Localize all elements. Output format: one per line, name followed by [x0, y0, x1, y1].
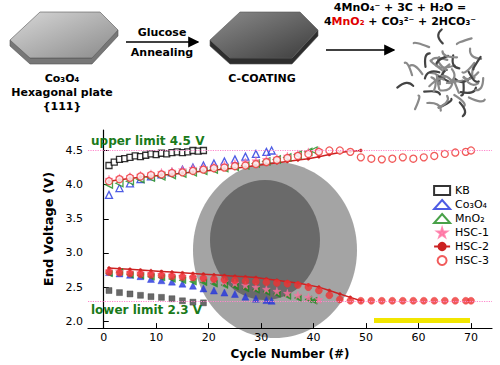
svg-text:40: 40	[307, 331, 321, 344]
svg-text:End Voltage (V): End Voltage (V)	[41, 172, 56, 286]
svg-text:20: 20	[202, 331, 216, 344]
svg-text:4MnO₂ + CO₃²⁻ + 2HCO₃⁻: 4MnO₂ + CO₃²⁻ + 2HCO₃⁻	[324, 15, 476, 28]
svg-text:2.0: 2.0	[66, 315, 84, 328]
svg-text:Annealing: Annealing	[131, 46, 193, 59]
svg-text:upper limit 4.5 V: upper limit 4.5 V	[91, 134, 205, 148]
svg-text:30: 30	[254, 331, 268, 344]
svg-text:MnO₂: MnO₂	[455, 212, 485, 225]
svg-text:2.5: 2.5	[66, 281, 84, 294]
svg-text:Co₃O₄: Co₃O₄	[45, 72, 80, 85]
svg-text:50: 50	[359, 331, 373, 344]
svg-text:HSC-3: HSC-3	[455, 254, 489, 267]
svg-text:4MnO₄⁻ + 3C + H₂O =: 4MnO₄⁻ + 3C + H₂O =	[334, 1, 466, 14]
svg-text:10: 10	[149, 331, 163, 344]
svg-text:HSC-2: HSC-2	[455, 240, 489, 253]
svg-text:Glucose: Glucose	[138, 26, 187, 39]
svg-text:Cycle Number (#): Cycle Number (#)	[230, 347, 349, 361]
svg-text:lower limit 2.3 V: lower limit 2.3 V	[91, 303, 203, 317]
svg-text:4.0: 4.0	[66, 178, 84, 191]
svg-text:3.0: 3.0	[66, 246, 84, 259]
svg-text:Hexagonal plate: Hexagonal plate	[11, 86, 112, 99]
svg-text:60: 60	[412, 331, 426, 344]
svg-text:70: 70	[464, 331, 478, 344]
svg-text:4.5: 4.5	[66, 144, 84, 157]
svg-text:HSC-1: HSC-1	[455, 226, 489, 239]
svg-text:Co₃O₄: Co₃O₄	[455, 198, 487, 211]
svg-text:KB: KB	[455, 184, 470, 197]
svg-text:C-COATING: C-COATING	[228, 72, 296, 85]
svg-text:0: 0	[100, 331, 107, 344]
svg-text:3.5: 3.5	[66, 212, 84, 225]
svg-text:{111}: {111}	[43, 100, 82, 113]
